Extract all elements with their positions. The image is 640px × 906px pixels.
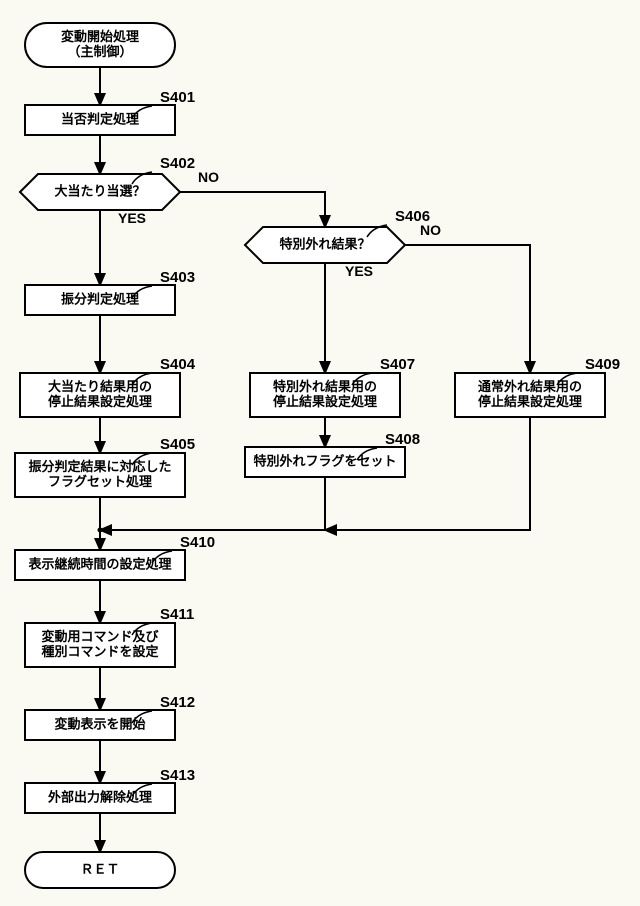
step-label: S411 — [160, 606, 194, 623]
node-s412: 変動表示を開始 — [25, 710, 175, 740]
node-label: 変動表示を開始 — [54, 716, 145, 731]
node-start: 変動開始処理（主制御） — [25, 23, 175, 67]
node-label: 種別コマンドを設定 — [41, 644, 158, 659]
node-ret: ＲＥＴ — [25, 852, 175, 888]
node-s409: 通常外れ結果用の停止結果設定処理 — [455, 373, 605, 417]
node-label: 振分判定処理 — [61, 291, 139, 306]
node-label: 特別外れ結果用の — [273, 379, 377, 394]
node-label: 大当たり結果用の — [48, 379, 152, 394]
step-label: S412 — [160, 694, 195, 711]
node-s401: 当否判定処理 — [25, 105, 175, 135]
flowchart-svg: YESNOYESNO変動開始処理（主制御）当否判定処理S401大当たり当選？S4… — [0, 0, 640, 906]
flow-edge — [180, 192, 325, 227]
node-label: 停止結果設定処理 — [478, 394, 582, 409]
node-label: 表示継続時間の設定処理 — [27, 556, 171, 571]
node-d402: 大当たり当選？ — [20, 174, 180, 210]
node-s407: 特別外れ結果用の停止結果設定処理 — [250, 373, 400, 417]
step-label: S410 — [180, 534, 215, 551]
step-label: S402 — [160, 155, 195, 172]
node-label: （主制御） — [67, 44, 132, 59]
node-label: 特別外れフラグをセット — [253, 453, 396, 468]
step-label: S408 — [385, 431, 420, 448]
node-label: 停止結果設定処理 — [273, 394, 377, 409]
node-s403: 振分判定処理 — [25, 285, 175, 315]
node-label: 変動用コマンド及び — [41, 629, 159, 644]
flow-edge — [405, 245, 530, 373]
node-label: 大当たり当選？ — [54, 183, 145, 198]
branch-label: NO — [198, 169, 219, 185]
node-d406: 特別外れ結果？ — [245, 227, 405, 263]
node-label: 振分判定結果に対応した — [28, 459, 171, 474]
node-label: 当否判定処理 — [61, 111, 139, 126]
step-label: S404 — [160, 356, 196, 373]
step-label: S405 — [160, 436, 195, 453]
branch-label: YES — [118, 210, 146, 226]
node-s411: 変動用コマンド及び種別コマンドを設定 — [25, 623, 175, 667]
node-s408: 特別外れフラグをセット — [245, 447, 405, 477]
node-label: ＲＥＴ — [80, 861, 119, 876]
node-label: 変動開始処理 — [61, 29, 139, 44]
step-label: S409 — [585, 356, 620, 373]
node-label: フラグセット処理 — [48, 474, 152, 489]
node-s405: 振分判定結果に対応したフラグセット処理 — [15, 453, 185, 497]
node-s404: 大当たり結果用の停止結果設定処理 — [20, 373, 180, 417]
node-label: 特別外れ結果？ — [279, 236, 370, 251]
node-s413: 外部出力解除処理 — [25, 783, 175, 813]
branch-label: YES — [345, 263, 373, 279]
step-label: S407 — [380, 356, 415, 373]
node-label: 停止結果設定処理 — [48, 394, 152, 409]
step-label: S403 — [160, 269, 195, 286]
step-label: S401 — [160, 89, 195, 106]
step-label: S406 — [395, 208, 430, 225]
node-label: 通常外れ結果用の — [478, 379, 582, 394]
step-label: S413 — [160, 767, 195, 784]
